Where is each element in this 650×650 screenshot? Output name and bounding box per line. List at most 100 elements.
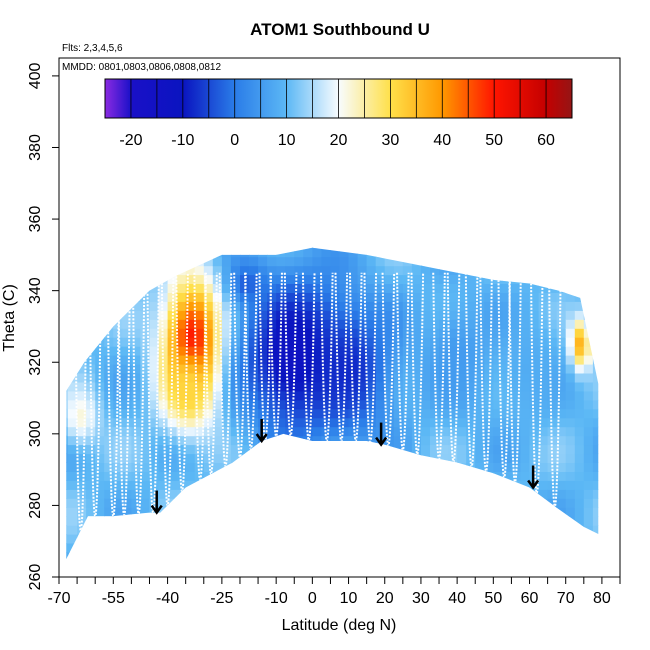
heatmap-cell bbox=[294, 561, 304, 571]
heatmap-cell bbox=[502, 373, 512, 383]
heatmap-cell bbox=[493, 390, 503, 401]
heatmap-cell bbox=[583, 292, 594, 302]
heatmap-cell bbox=[556, 310, 567, 320]
heatmap-cell bbox=[375, 381, 386, 392]
heatmap-cell bbox=[285, 516, 295, 526]
heatmap-cell bbox=[330, 274, 341, 284]
heatmap-cell bbox=[502, 247, 512, 258]
heatmap-cell bbox=[520, 373, 531, 383]
heatmap-cell bbox=[574, 346, 585, 356]
heatmap-cell bbox=[457, 534, 467, 544]
heatmap-cell bbox=[592, 247, 599, 249]
heatmap-cell bbox=[258, 247, 268, 249]
heatmap-cell bbox=[484, 328, 494, 338]
heatmap-cell bbox=[366, 328, 377, 338]
heatmap-cell bbox=[339, 381, 350, 392]
heatmap-cell bbox=[158, 534, 169, 544]
heatmap-cell bbox=[393, 355, 404, 365]
heatmap-cell bbox=[212, 471, 223, 481]
heatmap-cell bbox=[375, 328, 386, 338]
heatmap-cell bbox=[466, 408, 476, 419]
heatmap-cell bbox=[411, 435, 422, 446]
heatmap-cell bbox=[502, 462, 512, 472]
heatmap-cell bbox=[285, 319, 295, 329]
heatmap-cell bbox=[502, 561, 512, 571]
heatmap-cell bbox=[574, 426, 585, 437]
heatmap-cell bbox=[158, 301, 169, 311]
heatmap-cell bbox=[565, 444, 576, 455]
heatmap-cell bbox=[583, 525, 594, 535]
heatmap-cell bbox=[267, 516, 277, 526]
heatmap-cell bbox=[411, 453, 422, 463]
heatmap-cell bbox=[529, 337, 540, 347]
heatmap-cell bbox=[95, 283, 105, 293]
heatmap-cell bbox=[203, 337, 214, 347]
heatmap-cell bbox=[384, 256, 395, 267]
heatmap-cell bbox=[602, 516, 612, 526]
heatmap-cell bbox=[375, 256, 386, 267]
heatmap-cell bbox=[430, 230, 440, 240]
heatmap-cell bbox=[240, 551, 250, 560]
heatmap-cell bbox=[565, 480, 576, 490]
heatmap-cell bbox=[538, 292, 549, 302]
heatmap-cell bbox=[366, 444, 377, 455]
heatmap-cell bbox=[176, 498, 187, 508]
heatmap-cell bbox=[185, 310, 196, 320]
heatmap-cell bbox=[276, 364, 286, 374]
heatmap-cell bbox=[276, 319, 286, 329]
heatmap-cell bbox=[68, 274, 78, 284]
heatmap-cell bbox=[602, 543, 612, 553]
heatmap-cell bbox=[194, 310, 205, 320]
heatmap-cell bbox=[113, 534, 123, 544]
heatmap-cell bbox=[520, 408, 531, 419]
heatmap-cell bbox=[203, 274, 214, 284]
heatmap-cell bbox=[122, 507, 132, 517]
heatmap-cell bbox=[113, 561, 123, 571]
heatmap-cell bbox=[285, 498, 295, 508]
heatmap-cell bbox=[457, 489, 467, 499]
heatmap-cell bbox=[240, 337, 250, 347]
heatmap-cell bbox=[77, 346, 87, 356]
heatmap-cell bbox=[393, 453, 404, 463]
heatmap-cell bbox=[95, 489, 105, 499]
heatmap-cell bbox=[366, 310, 377, 320]
heatmap-cell bbox=[439, 462, 449, 472]
heatmap-cell bbox=[448, 337, 458, 347]
heatmap-cell bbox=[583, 390, 594, 401]
heatmap-cell bbox=[493, 247, 503, 258]
heatmap-cell bbox=[185, 543, 196, 553]
heatmap-cell bbox=[420, 399, 431, 410]
heatmap-cell bbox=[104, 534, 114, 544]
heatmap-cell bbox=[276, 247, 286, 249]
heatmap-cell bbox=[430, 516, 440, 526]
heatmap-cell bbox=[212, 328, 223, 338]
heatmap-cell bbox=[212, 346, 223, 356]
heatmap-cell bbox=[411, 319, 422, 329]
heatmap-cell bbox=[276, 381, 286, 392]
heatmap-cell bbox=[565, 534, 576, 544]
heatmap-cell bbox=[439, 453, 449, 463]
heatmap-cell bbox=[484, 301, 494, 311]
heatmap-cell bbox=[167, 265, 178, 276]
heatmap-cell bbox=[122, 355, 132, 365]
heatmap-cell bbox=[267, 525, 277, 535]
heatmap-cell bbox=[420, 319, 431, 329]
heatmap-cell bbox=[285, 328, 295, 338]
heatmap-cell bbox=[285, 561, 295, 571]
heatmap-cell bbox=[68, 426, 78, 437]
heatmap-cell bbox=[113, 283, 123, 293]
heatmap-cell bbox=[122, 364, 132, 374]
heatmap-cell bbox=[457, 274, 467, 284]
heatmap-cell bbox=[267, 274, 277, 284]
heatmap-cell bbox=[565, 543, 576, 553]
heatmap-cell bbox=[240, 480, 250, 490]
heatmap-cell bbox=[276, 471, 286, 481]
heatmap-cell bbox=[68, 561, 78, 571]
heatmap-cell bbox=[493, 489, 503, 499]
heatmap-cell bbox=[222, 561, 232, 571]
heatmap-cell bbox=[339, 551, 350, 560]
heatmap-cell bbox=[185, 534, 196, 544]
heatmap-cell bbox=[393, 534, 404, 544]
heatmap-cell bbox=[104, 435, 114, 446]
heatmap-cell bbox=[331, 230, 341, 240]
